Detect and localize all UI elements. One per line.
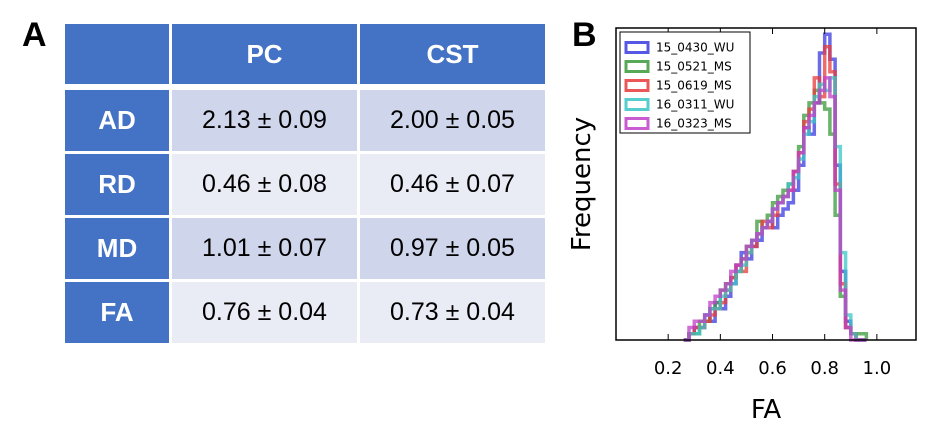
x-axis-ticks: 0.2 0.4 0.6 0.8 1.0: [654, 28, 891, 379]
legend-swatch: [624, 41, 650, 54]
row-header-rd: RD: [65, 152, 172, 218]
legend-entry: 15_0521_MS: [656, 60, 732, 74]
cell-rd-cst: 0.46 ± 0.07: [358, 152, 545, 218]
legend-swatch: [624, 98, 650, 111]
row-header-fa: FA: [65, 280, 172, 346]
x-tick-label: 0.6: [758, 358, 787, 379]
legend-entry: 16_0311_WU: [656, 98, 734, 112]
table-header-row: PC CST: [65, 24, 545, 90]
x-tick-label: 0.8: [810, 358, 839, 379]
legend-entry: 15_0619_MS: [656, 79, 732, 93]
row-header-md: MD: [65, 216, 172, 282]
cell-ad-pc: 2.13 ± 0.09: [170, 87, 360, 154]
legend: 15_0430_WU 15_0521_MS 15_0619_MS 16_0311_WU…: [619, 31, 751, 134]
column-header-pc: PC: [170, 24, 360, 90]
legend-entry: 16_0323_MS: [656, 117, 732, 131]
cell-md-cst: 0.97 ± 0.05: [358, 216, 545, 282]
table-row: RD 0.46 ± 0.08 0.46 ± 0.07: [65, 152, 545, 218]
table-row: AD 2.13 ± 0.09 2.00 ± 0.05: [65, 87, 545, 154]
column-header-cst: CST: [358, 24, 545, 90]
row-header-ad: AD: [65, 87, 172, 154]
panel-label-a: A: [22, 16, 47, 54]
panel-label-b: B: [572, 16, 597, 54]
x-axis-label: FA: [751, 395, 782, 425]
legend-box: [619, 31, 751, 134]
cell-fa-cst: 0.73 ± 0.04: [358, 280, 545, 346]
cell-rd-pc: 0.46 ± 0.08: [170, 152, 360, 218]
cell-md-pc: 1.01 ± 0.07: [170, 216, 360, 282]
cell-ad-cst: 2.00 ± 0.05: [358, 87, 545, 154]
x-tick-label: 1.0: [863, 358, 892, 379]
histogram-series-4: [683, 76, 867, 342]
dti-metrics-table: PC CST AD 2.13 ± 0.09 2.00 ± 0.05 RD 0.4…: [65, 24, 545, 346]
plot-frame: [615, 27, 917, 341]
y-axis-label: Frequency: [567, 117, 597, 251]
legend-swatch: [624, 79, 650, 92]
x-tick-label: 0.2: [654, 358, 683, 379]
legend-swatch: [624, 117, 650, 130]
table-row: FA 0.76 ± 0.04 0.73 ± 0.04: [65, 280, 545, 346]
legend-swatch: [624, 60, 650, 73]
table-corner-cell: [65, 24, 172, 90]
legend-entry: 15_0430_WU: [656, 41, 734, 55]
cell-fa-pc: 0.76 ± 0.04: [170, 280, 360, 346]
table-row: MD 1.01 ± 0.07 0.97 ± 0.05: [65, 216, 545, 282]
x-tick-label: 0.4: [706, 358, 735, 379]
histogram-series-layer: [683, 32, 869, 342]
fa-histogram-chart: 0.2 0.4 0.6 0.8 1.0 FA Frequency 15_0430_WU1…: [567, 27, 917, 425]
